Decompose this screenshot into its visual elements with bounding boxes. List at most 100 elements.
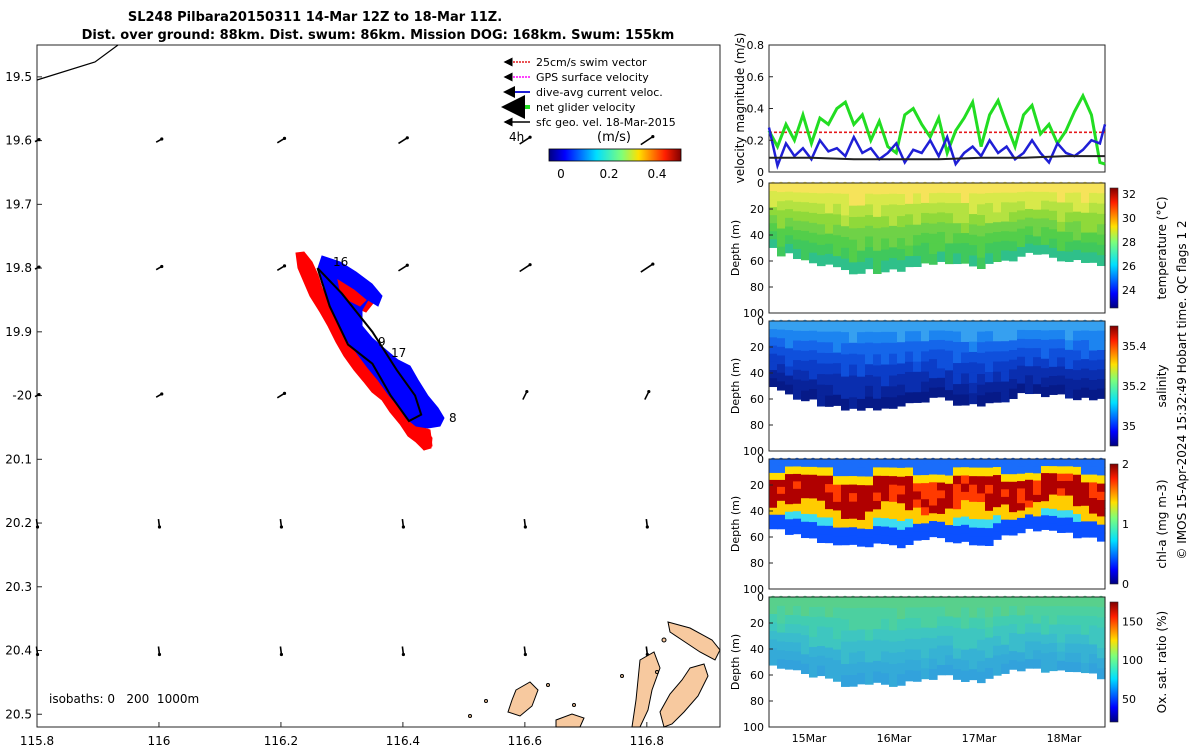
- section-cell: [793, 526, 802, 535]
- section-cell: [881, 526, 890, 536]
- section-cell: [881, 353, 890, 366]
- section-cell: [969, 321, 978, 332]
- section-cell: [953, 193, 962, 204]
- section-cell: [793, 369, 802, 381]
- section-cell: [849, 364, 858, 377]
- section-cell: [1017, 383, 1026, 394]
- section-cell: [1089, 183, 1098, 194]
- section-cell: [961, 649, 970, 661]
- section-cell: [1041, 339, 1050, 350]
- section-cell: [1081, 529, 1090, 538]
- section-cell: [897, 194, 906, 206]
- section-cell: [937, 606, 946, 618]
- section-cell: [1041, 662, 1050, 673]
- section-cell: [881, 183, 890, 195]
- map-x-ticks: 115.8 116 116.2 116.4 116.6 116.8: [20, 722, 664, 748]
- speed-colorbar-tick-1: 0.2: [599, 167, 618, 181]
- section-cell: [937, 655, 946, 666]
- section-cell: [1009, 359, 1018, 370]
- section-cell: [833, 214, 842, 226]
- section-cell: [961, 628, 970, 640]
- section-cell: [857, 250, 866, 263]
- section-cell: [913, 203, 922, 215]
- section-cell: [961, 483, 970, 493]
- section-cell: [945, 253, 954, 265]
- section-cell: [873, 517, 882, 527]
- section-cell: [1009, 512, 1018, 521]
- section-cell: [929, 474, 938, 483]
- map-axes-box: [36, 44, 721, 728]
- section-cell: [921, 232, 930, 244]
- section-cell: [1089, 644, 1098, 655]
- section-cell: [833, 235, 842, 247]
- section-cell: [905, 193, 914, 205]
- section-cell: [817, 509, 826, 518]
- section-cell: [921, 192, 930, 204]
- section-cell: [1017, 510, 1026, 519]
- section-cell: [897, 363, 906, 375]
- section-cell: [1025, 339, 1034, 349]
- section-cell: [913, 628, 922, 640]
- section-cell: [977, 342, 986, 354]
- section-cell: [865, 225, 874, 238]
- section-cell: [817, 183, 826, 194]
- section-cell: [801, 202, 810, 213]
- section-cell: [1057, 481, 1066, 489]
- section-cell: [833, 342, 842, 354]
- section-cell: [1049, 473, 1058, 481]
- section-cell: [1073, 652, 1082, 663]
- section-cell: [881, 205, 890, 217]
- section-cell: [1089, 252, 1098, 263]
- section-cell: [937, 626, 946, 637]
- section-cell: [969, 393, 978, 405]
- section-cell: [897, 467, 906, 478]
- section-cell: [913, 183, 922, 195]
- section-cell: [1049, 501, 1058, 510]
- section-cell: [1049, 661, 1058, 672]
- section-cell: [833, 467, 842, 477]
- section-cell: [1097, 617, 1106, 629]
- section-cell: [825, 617, 834, 628]
- section-cell: [937, 183, 946, 194]
- section-cell: [1073, 482, 1082, 492]
- section-cell: [993, 523, 1002, 532]
- section-cell: [1041, 606, 1050, 617]
- section-cell: [865, 331, 874, 344]
- section-cell: [993, 251, 1002, 263]
- section-cell: [769, 378, 778, 388]
- section-cell: [937, 474, 946, 484]
- section-cell: [881, 475, 890, 485]
- track-red-tip: [411, 423, 433, 451]
- section-cell: [809, 666, 818, 678]
- section-cell: [897, 342, 906, 354]
- section-cell: [769, 465, 778, 474]
- section-cell: [785, 235, 794, 245]
- section-cell: [969, 669, 978, 681]
- map-y-tick-label: 20.4: [5, 644, 32, 658]
- section-cell: [801, 350, 810, 362]
- section-cell: [841, 332, 850, 344]
- section-cell: [929, 597, 938, 608]
- section-cell: [1009, 241, 1018, 252]
- section-cell: [785, 339, 794, 349]
- section-cell: [921, 523, 930, 532]
- section-cell: [993, 645, 1002, 657]
- section-cell: [913, 392, 922, 403]
- geo-vector-head: [157, 525, 162, 529]
- section-cell: [1041, 515, 1050, 523]
- section-cell: [1049, 357, 1058, 368]
- section-cell: [897, 608, 906, 620]
- section-cell: [793, 360, 802, 371]
- section-cell: [1033, 480, 1042, 489]
- section-cell: [945, 340, 954, 352]
- section-cell: [945, 390, 954, 401]
- section-cell: [969, 203, 978, 215]
- section-cell: [977, 502, 986, 512]
- section-cell: [1081, 183, 1090, 194]
- section-cell: [953, 617, 962, 629]
- section-cell: [1089, 380, 1098, 391]
- section-cell: [825, 321, 834, 333]
- vel-tick-label: 0.8: [747, 39, 765, 52]
- section-cell: [777, 514, 786, 523]
- section-cell: [833, 256, 842, 268]
